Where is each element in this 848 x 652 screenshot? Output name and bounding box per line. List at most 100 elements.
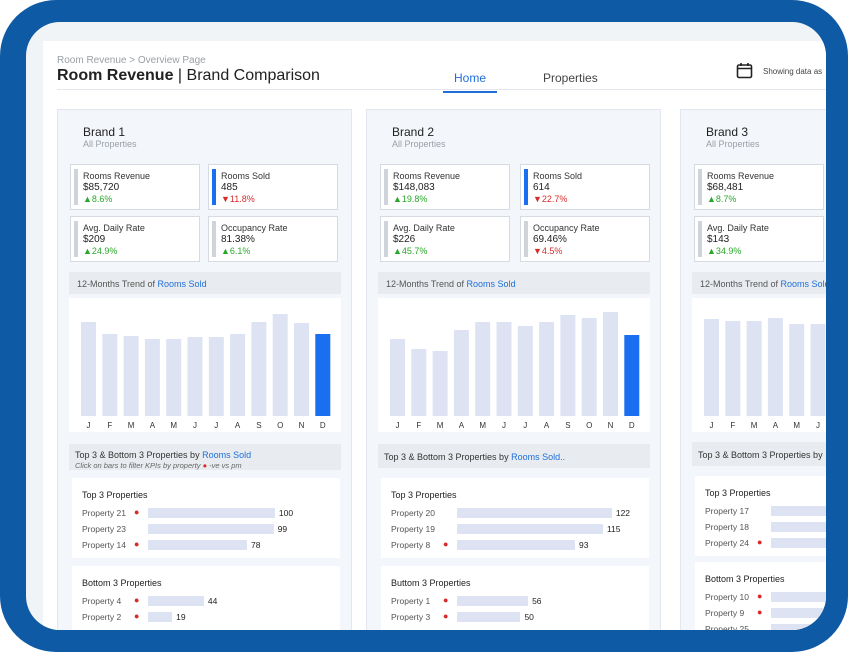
trend-bar-4[interactable] <box>453 330 469 416</box>
property-row[interactable]: Property 24●73 <box>705 536 826 550</box>
trend-bar-9[interactable] <box>560 315 576 416</box>
tb-prefix: Top 3 & Bottom 3 Properties by <box>75 450 203 460</box>
brand-name: Brand 1 <box>83 125 126 139</box>
kpi-delta: ▲34.9% <box>707 246 742 256</box>
kpi-occupancy-rate[interactable]: Occupancy Rate 81.38% ▲6.1% <box>208 216 338 262</box>
month-label: D <box>320 421 326 430</box>
kpi-indicator <box>698 169 702 205</box>
trend-bar-2[interactable] <box>725 321 741 416</box>
property-row[interactable]: Property 17140 <box>705 504 826 518</box>
trend-bar-11[interactable] <box>603 312 618 416</box>
kpi-occupancy-rate[interactable]: Occupancy Rate 69.46% ▼4.5% <box>520 216 650 262</box>
trend-bar-5[interactable] <box>475 322 491 416</box>
kpi-delta: ▲8.7% <box>707 194 737 204</box>
trend-bar-10[interactable] <box>581 318 597 416</box>
trend-bar-12[interactable] <box>624 335 640 416</box>
trend-bar-5[interactable] <box>789 324 805 416</box>
property-row[interactable]: Property 10●140 <box>705 590 826 604</box>
calendar-icon[interactable] <box>736 62 753 79</box>
trend-bar-8[interactable] <box>230 334 246 416</box>
trend-bar-6[interactable] <box>810 324 826 416</box>
property-row[interactable]: Property 14 ● 78 <box>82 538 337 552</box>
trend-bar-10[interactable] <box>272 314 288 416</box>
kpi-rooms-revenue[interactable]: Rooms Revenue $148,083 ▲19.8% <box>380 164 510 210</box>
trend-bar-1[interactable] <box>81 322 96 416</box>
property-bar[interactable] <box>771 592 826 602</box>
kpi-avg-daily-rate[interactable]: Avg. Daily Rate $226 ▲45.7% <box>380 216 510 262</box>
property-row[interactable]: Property 4 ● 44 <box>82 594 337 608</box>
trend-bar-6[interactable] <box>496 322 512 416</box>
property-name: Property 4 <box>82 596 122 606</box>
trend-bar-3[interactable] <box>746 321 762 416</box>
property-row[interactable]: Property 20 122 <box>391 506 646 520</box>
trend-bar-3[interactable] <box>123 336 139 416</box>
trend-bar-2[interactable] <box>411 349 427 416</box>
tab-properties[interactable]: Properties <box>543 71 598 85</box>
trend-bar-2[interactable] <box>102 334 118 416</box>
property-bar[interactable] <box>771 538 826 548</box>
list-title: Bottom 3 Properties <box>82 578 162 588</box>
trend-bar-5[interactable] <box>166 339 182 416</box>
property-row[interactable]: Property 3 ● 50 <box>391 610 646 624</box>
tb-title: Top 3 & Bottom 3 Properties by Rooms Sol… <box>384 452 650 462</box>
property-bar[interactable] <box>148 540 247 550</box>
kpi-rooms-revenue[interactable]: Rooms Revenue $68,481 ▲8.7% <box>694 164 824 210</box>
property-row[interactable]: Property 1 ● 56 <box>391 594 646 608</box>
property-bar[interactable] <box>457 596 529 606</box>
month-label: S <box>256 421 261 430</box>
property-row[interactable]: Property 8 ● 93 <box>391 538 646 552</box>
brand-subtitle: All Properties <box>83 139 137 149</box>
property-row[interactable]: Property 25140 <box>705 622 826 630</box>
kpi-avg-daily-rate[interactable]: Avg. Daily Rate $209 ▲24.9% <box>70 216 200 262</box>
date-range-label[interactable]: Showing data as <box>763 67 823 76</box>
kpi-rooms-sold[interactable]: Rooms Sold 614 ▼22.7% <box>520 164 650 210</box>
property-bar[interactable] <box>771 522 826 532</box>
trend-bar-4[interactable] <box>144 339 160 416</box>
property-row[interactable]: Property 9●140 <box>705 606 826 620</box>
trend-bar-12[interactable] <box>315 334 331 416</box>
property-bar[interactable] <box>457 540 576 550</box>
trend-bar-1[interactable] <box>390 339 405 416</box>
trend-bar-1[interactable] <box>704 319 719 416</box>
trend-bar-11[interactable] <box>294 323 309 416</box>
property-bar[interactable] <box>148 524 274 534</box>
property-bar[interactable] <box>457 612 521 622</box>
trend-bar-4[interactable] <box>767 318 783 416</box>
trend-bar-7[interactable] <box>208 337 224 416</box>
trend-bar-9[interactable] <box>251 322 267 416</box>
property-bar[interactable] <box>148 612 173 622</box>
property-row[interactable]: Property 23 99 <box>82 522 337 536</box>
property-name: Property 24 <box>705 538 749 548</box>
tab-home[interactable]: Home <box>443 71 497 93</box>
kpi-rooms-revenue[interactable]: Rooms Revenue $85,720 ▲8.6% <box>70 164 200 210</box>
trend-bar-3[interactable] <box>432 351 448 416</box>
negative-dot-icon: ● <box>134 507 140 517</box>
list-title: Bottom 3 Properties <box>705 574 785 584</box>
property-row[interactable]: Property 2 ● 19 <box>82 610 337 624</box>
month-label: A <box>459 421 465 430</box>
property-row[interactable]: Property 19 115 <box>391 522 646 536</box>
property-bar[interactable] <box>457 508 612 518</box>
month-label: N <box>299 421 305 430</box>
trend-prefix: 12-Months Trend of <box>386 279 467 289</box>
property-bar[interactable] <box>457 524 603 534</box>
month-label: A <box>773 421 779 430</box>
month-label: J <box>816 421 820 430</box>
property-bar[interactable] <box>148 596 204 606</box>
property-row[interactable]: Property 21 ● 100 <box>82 506 337 520</box>
trend-bar-8[interactable] <box>539 322 555 416</box>
kpi-avg-daily-rate[interactable]: Avg. Daily Rate $143 ▲34.9% <box>694 216 824 262</box>
trend-bar-6[interactable] <box>187 337 203 416</box>
property-bar[interactable] <box>771 506 826 516</box>
property-bar[interactable] <box>771 608 826 618</box>
property-row[interactable]: Property 18140 <box>705 520 826 534</box>
month-label: M <box>793 421 800 430</box>
trend-bar-7[interactable] <box>517 326 533 416</box>
property-bar[interactable] <box>771 624 826 630</box>
breadcrumb[interactable]: Room Revenue > Overview Page <box>57 55 206 66</box>
property-name: Property 9 <box>705 608 745 618</box>
kpi-rooms-sold[interactable]: Rooms Sold 485 ▼11.8% <box>208 164 338 210</box>
property-bar[interactable] <box>148 508 275 518</box>
kpi-label: Rooms Sold <box>221 171 271 181</box>
